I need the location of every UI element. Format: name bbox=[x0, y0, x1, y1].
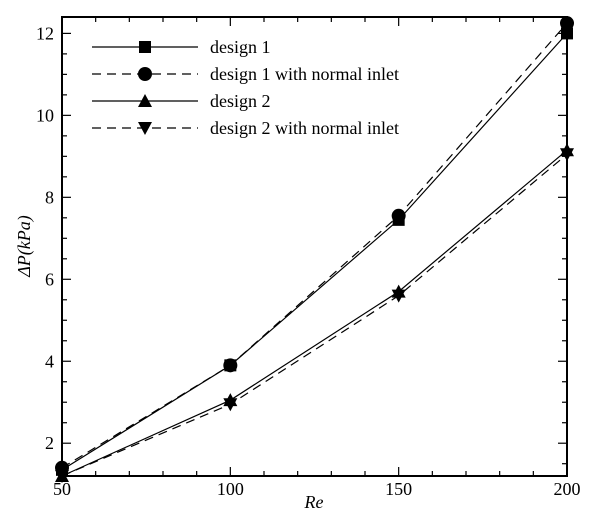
legend-marker-4 bbox=[138, 122, 152, 135]
tick-labels: 50 100 150 200 2 4 6 8 10 12 bbox=[36, 23, 581, 499]
legend-marker-2 bbox=[138, 67, 152, 81]
x-tick-label: 100 bbox=[217, 479, 244, 499]
x-tick-label: 200 bbox=[554, 479, 581, 499]
x-axis-title: Re bbox=[304, 492, 324, 512]
series-line-1 bbox=[61, 32, 568, 471]
y-tick-label: 8 bbox=[45, 187, 54, 207]
y-axis-title: ΔP(kPa) bbox=[14, 215, 35, 278]
tick-marks bbox=[61, 17, 568, 476]
y-tick-label: 4 bbox=[45, 351, 54, 371]
data-point-series-2 bbox=[391, 208, 406, 223]
series-line-4 bbox=[61, 153, 568, 477]
x-tick-label: 150 bbox=[385, 479, 412, 499]
y-tick-label: 2 bbox=[45, 433, 54, 453]
data-point-series-4 bbox=[391, 289, 406, 303]
legend-label-1: design 1 bbox=[210, 37, 271, 57]
data-point-series-2 bbox=[223, 358, 238, 373]
x-tick-label: 50 bbox=[53, 479, 71, 499]
series-line-2 bbox=[61, 22, 568, 469]
y-tick-label: 12 bbox=[36, 23, 54, 43]
legend-label-2: design 1 with normal inlet bbox=[210, 64, 399, 84]
y-tick-label: 6 bbox=[45, 269, 54, 289]
series-markers bbox=[55, 16, 574, 483]
legend-label-4: design 2 with normal inlet bbox=[210, 118, 399, 138]
legend: design 1 design 1 with normal inlet design… bbox=[92, 37, 399, 138]
series-lines bbox=[61, 22, 568, 477]
series-line-3 bbox=[61, 149, 568, 477]
legend-marker-1 bbox=[139, 41, 151, 53]
data-point-series-4 bbox=[223, 398, 238, 412]
legend-label-3: design 2 bbox=[210, 91, 271, 111]
y-tick-label: 10 bbox=[36, 105, 54, 125]
plot-frame bbox=[61, 16, 568, 477]
legend-marker-3 bbox=[138, 94, 152, 107]
